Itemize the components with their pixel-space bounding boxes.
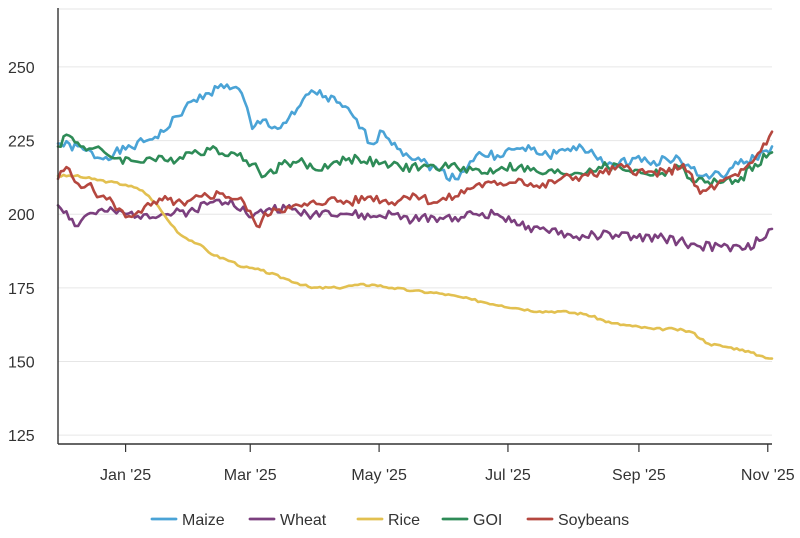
legend-label: Soybeans bbox=[558, 512, 629, 529]
legend-label: Rice bbox=[388, 512, 420, 529]
series-line-goi bbox=[56, 133, 774, 187]
grid-layer bbox=[58, 8, 772, 436]
x-tick-label: Nov '25 bbox=[741, 467, 795, 484]
x-tick-label: Jul '25 bbox=[485, 467, 531, 484]
legend-label: Maize bbox=[182, 512, 225, 529]
y-tick-label: 125 bbox=[8, 428, 35, 445]
y-tick-label: 200 bbox=[8, 207, 35, 224]
legend: Maize Wheat Rice GOI Soybeans bbox=[150, 512, 629, 529]
legend-item-maize[interactable]: Maize bbox=[150, 512, 225, 529]
legend-item-rice[interactable]: Rice bbox=[356, 512, 420, 529]
series-line-maize bbox=[56, 83, 774, 182]
x-tick-label: Jan '25 bbox=[100, 467, 151, 484]
legend-item-goi[interactable]: GOI bbox=[441, 512, 502, 529]
series-line-soybeans bbox=[56, 130, 774, 229]
legend-label: Wheat bbox=[280, 512, 327, 529]
y-tick-label: 175 bbox=[8, 281, 35, 298]
legend-item-wheat[interactable]: Wheat bbox=[248, 512, 327, 529]
y-tick-label: 250 bbox=[8, 60, 35, 77]
series-layer bbox=[56, 83, 774, 360]
y-tick-label: 150 bbox=[8, 355, 35, 372]
series-line-wheat bbox=[56, 198, 774, 253]
y-axis-labels: 125 150 175 200 225 250 bbox=[8, 60, 35, 445]
axis-layer bbox=[57, 8, 772, 445]
series-line-rice bbox=[56, 173, 774, 360]
y-tick-label: 225 bbox=[8, 134, 35, 151]
x-tick-label: May '25 bbox=[351, 467, 407, 484]
x-axis-ticks: Jan '25 Mar '25 May '25 Jul '25 Sep '25 Nov '… bbox=[100, 444, 795, 484]
x-tick-label: Sep '25 bbox=[612, 467, 666, 484]
legend-label: GOI bbox=[473, 512, 502, 529]
x-tick-label: Mar '25 bbox=[224, 467, 277, 484]
legend-item-soybeans[interactable]: Soybeans bbox=[526, 512, 629, 529]
